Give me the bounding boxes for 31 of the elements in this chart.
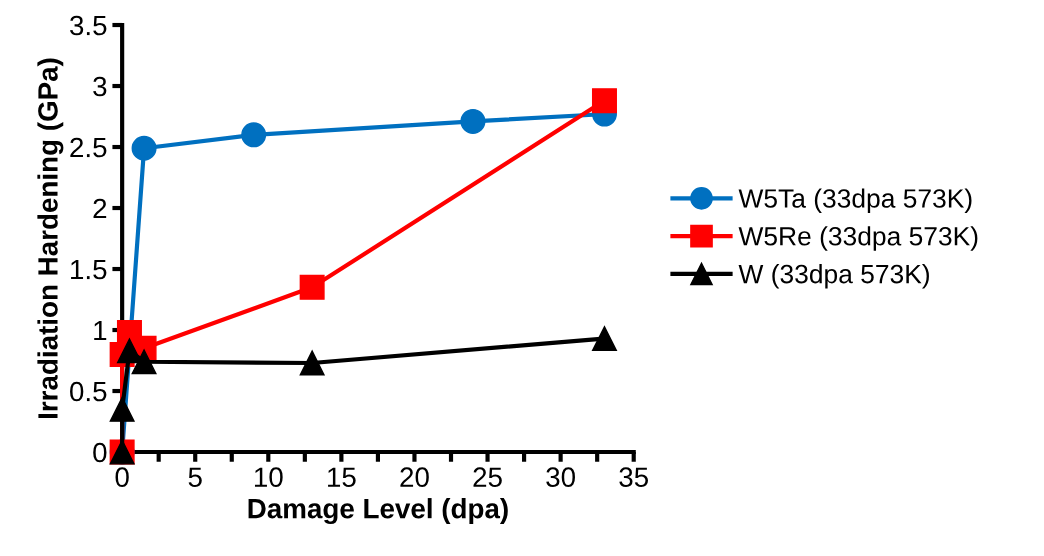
y-tick-label: 1: [94, 320, 107, 341]
point: [131, 349, 157, 375]
y-tick-label: 2.5: [70, 137, 107, 158]
point: [241, 122, 267, 148]
y-tick-label: 3.5: [70, 15, 107, 36]
point: [299, 274, 325, 300]
point: [591, 88, 617, 114]
point: [460, 108, 486, 134]
x-tick-label: 25: [473, 467, 502, 488]
legend-label: W (33dpa 573K): [738, 264, 929, 289]
x-tick-label: 5: [188, 467, 202, 488]
x-axis-title: Damage Level (dpa): [248, 498, 508, 525]
y-tick-label: 0.5: [70, 381, 107, 402]
y-tick-label: 1.5: [71, 259, 107, 280]
legend-label: W5Re (33dpa 573K): [738, 226, 978, 251]
legend-label: W5Ta (33dpa 573K): [738, 188, 972, 214]
x-tick-label: 15: [328, 467, 356, 488]
y-tick-label: 3: [93, 76, 107, 97]
y-tick-label: 2: [93, 198, 107, 219]
point: [109, 396, 135, 422]
point: [116, 338, 142, 364]
point: [131, 135, 157, 161]
x-tick-label: 10: [254, 467, 283, 488]
point: [591, 326, 617, 352]
y-axis-title: Irradiation Hardening (GPa): [37, 58, 64, 419]
x-tick-label: 30: [546, 467, 575, 488]
y-tick-label: 0: [93, 442, 107, 463]
x-tick-label: 20: [400, 467, 429, 488]
x-tick-label: 0: [115, 467, 129, 488]
x-tick-label: 35: [619, 467, 648, 488]
point: [299, 350, 325, 376]
